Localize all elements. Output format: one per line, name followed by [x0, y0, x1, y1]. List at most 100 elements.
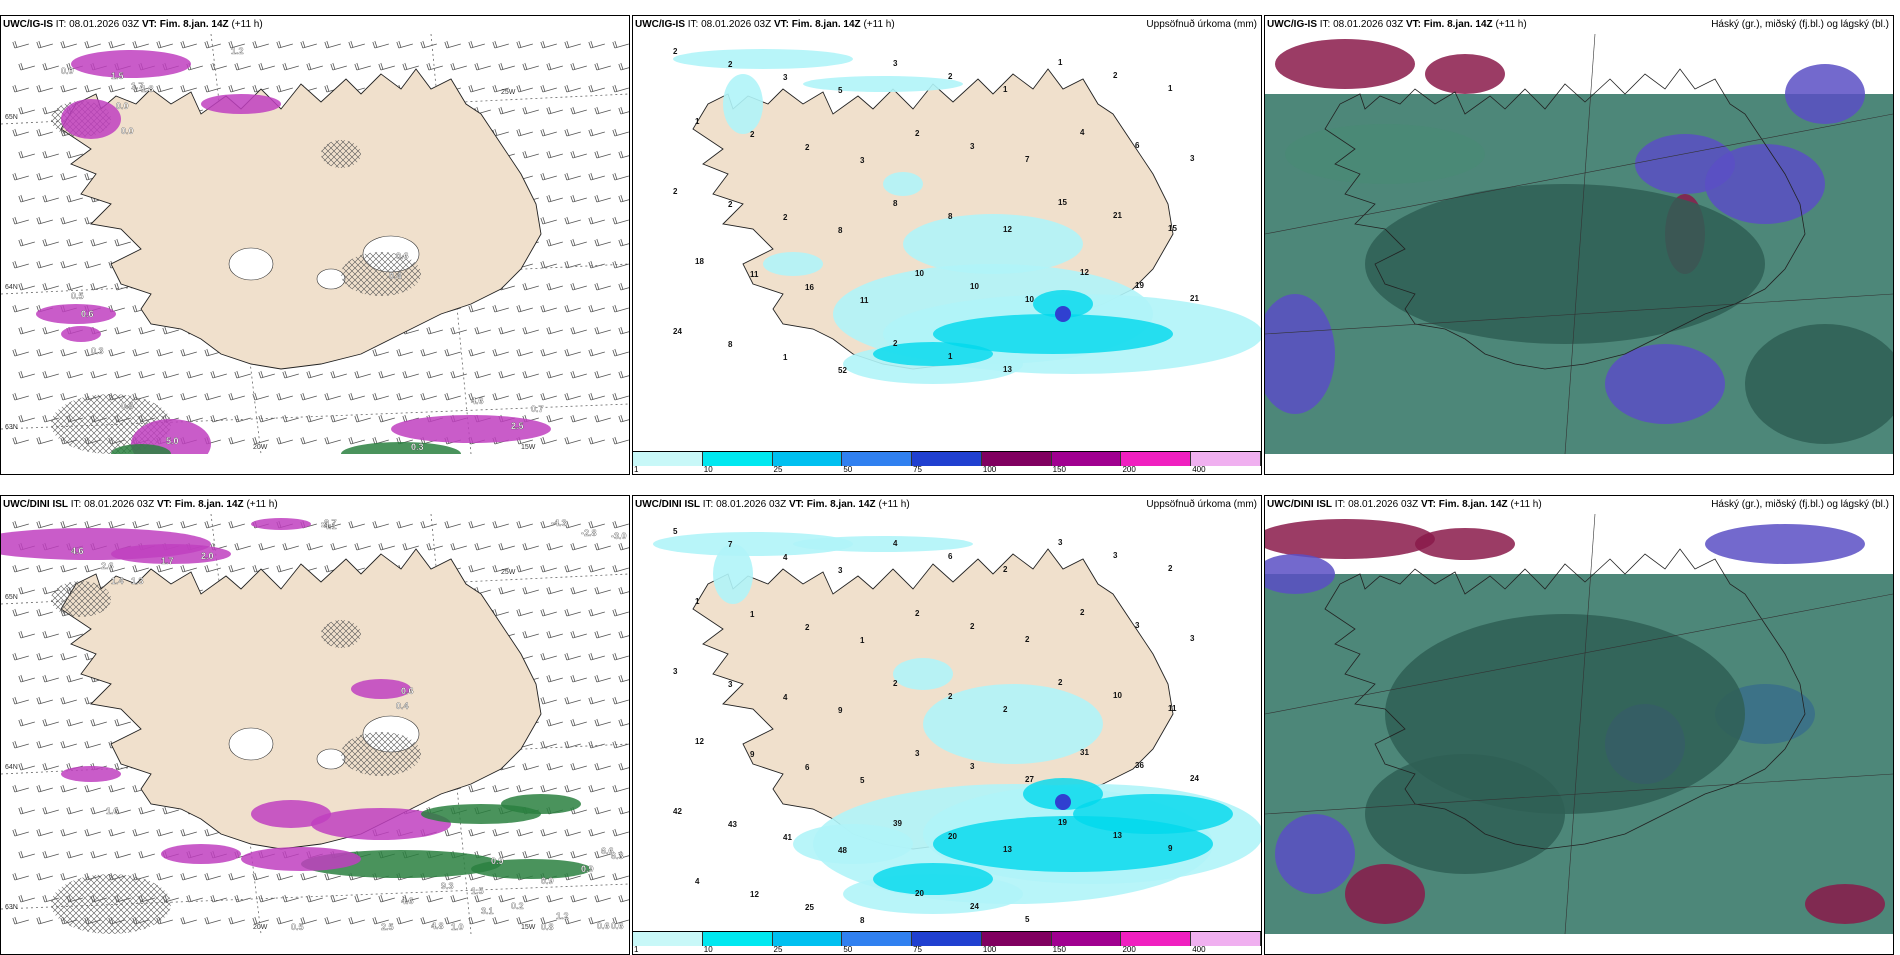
wind-barb: [90, 806, 107, 815]
wind-barb: [90, 370, 107, 379]
colorbar-swatch: [772, 452, 843, 466]
title-valid: Fim. 8.jan. 14Z: [791, 19, 861, 30]
wind-barb: [396, 392, 413, 401]
wind-barb: [612, 40, 629, 49]
field-title: Uppsöfnuð úrkoma (mm): [1146, 499, 1257, 510]
wind-barb: [564, 392, 581, 401]
wind-barb: [138, 806, 155, 815]
wind-barb: [612, 784, 629, 793]
wind-barb: [114, 326, 131, 335]
precip-amount-label: 1: [860, 636, 865, 645]
wind-barb: [468, 304, 485, 313]
wind-barb: [300, 872, 317, 881]
wind-barb: [12, 84, 29, 93]
precip-value-label: 0.0: [121, 126, 134, 136]
wind-barb: [12, 40, 29, 49]
precip-amount-label: 8: [948, 212, 953, 221]
wind-barb: [540, 392, 557, 401]
panel-header: UWC/IG-IS IT: 08.01.2026 03Z VT: Fim. 8.…: [633, 16, 1261, 34]
precip-amount-label: 2: [970, 622, 975, 631]
wind-barb: [468, 872, 485, 881]
wind-barb: [12, 652, 29, 661]
wind-barb: [18, 586, 35, 595]
wind-barb: [516, 304, 533, 313]
title-run: 08.01.2026 03Z: [1348, 499, 1419, 510]
precip-area: [311, 808, 451, 840]
precip-amount-label: 10: [915, 269, 924, 278]
colorbar-label: 1: [634, 945, 639, 954]
title-model: UWC/IG-IS: [635, 19, 685, 30]
wind-barb: [378, 62, 395, 71]
wind-barb: [564, 608, 581, 617]
precip-value-label: 4.8: [431, 921, 444, 931]
wind-barb: [36, 828, 53, 837]
precip-amount-label: 52: [838, 366, 847, 375]
wind-barb: [594, 150, 611, 159]
precip-value-label: 6.6: [601, 846, 614, 856]
wind-barb: [516, 128, 533, 137]
wind-barb: [450, 542, 467, 551]
precip-amount-label: 27: [1025, 775, 1034, 784]
wind-barb: [540, 216, 557, 225]
precip-value-label: 1.0: [451, 922, 464, 932]
precip-amount-label: 5: [673, 527, 678, 536]
panel-title: UWC/IG-IS IT: 08.01.2026 03Z VT: Fim. 8.…: [3, 16, 263, 34]
precip-area: [923, 684, 1103, 764]
wind-barb: [156, 872, 173, 881]
wind-barb: [36, 652, 53, 661]
wind-barb: [594, 542, 611, 551]
wind-barb: [300, 436, 317, 445]
wind-barb: [42, 150, 59, 159]
wind-barb: [444, 40, 461, 49]
precip-amount-label: 2: [948, 72, 953, 81]
wind-barb: [420, 392, 437, 401]
wind-barb: [612, 216, 629, 225]
wind-barb: [180, 40, 197, 49]
title-model: UWC/DINI ISL: [635, 499, 700, 510]
wind-barb: [228, 40, 245, 49]
precip-amount-label: 2: [673, 47, 678, 56]
wind-barb: [60, 696, 77, 705]
wind-barb: [66, 718, 83, 727]
wind-barb: [516, 828, 533, 837]
grid-label: 20W: [253, 924, 268, 931]
colorbar-swatch: [702, 452, 773, 466]
wind-barb: [564, 652, 581, 661]
wind-barb: [492, 84, 509, 93]
wind-barb: [468, 392, 485, 401]
wind-barb: [618, 282, 629, 291]
wind-barb: [612, 348, 629, 357]
precip-amount-label: 12: [750, 890, 759, 899]
wind-barb: [276, 916, 293, 925]
title-run: 08.01.2026 03Z: [84, 499, 155, 510]
title-valid: Fim. 8.jan. 14Z: [174, 499, 244, 510]
wind-barb: [348, 520, 365, 529]
wind-barb: [282, 894, 299, 903]
wind-barb: [36, 392, 53, 401]
wind-barb: [570, 370, 587, 379]
colorbar-label: 25: [773, 945, 783, 954]
precip-value-label: 0.6: [396, 251, 409, 261]
precip-amount-label: 9: [838, 706, 843, 715]
wind-barb: [426, 370, 443, 379]
wind-barb: [162, 370, 179, 379]
precip-value-label: 0.0: [61, 66, 74, 76]
precip-value-label: 0.6: [611, 921, 624, 931]
precip-amount-label: 7: [728, 540, 733, 549]
wind-barb: [594, 718, 611, 727]
wind-barb: [372, 916, 389, 925]
wind-barb: [114, 806, 131, 815]
wind-barb: [420, 520, 437, 529]
colorbar-swatch: [981, 452, 1052, 466]
title-run: 08.01.2026 03Z: [69, 19, 140, 30]
wind-barb: [186, 414, 203, 423]
colorbar-swatch: [1051, 452, 1122, 466]
wind-barb: [36, 784, 53, 793]
wind-barb: [588, 916, 605, 925]
cloud-area: [1265, 294, 1335, 414]
precip-value-label: -4.1: [321, 521, 337, 531]
iceland-landmass: [60, 548, 542, 850]
wind-barb: [618, 326, 629, 335]
wind-barb: [180, 872, 197, 881]
title-model: UWC/IG-IS: [3, 19, 53, 30]
